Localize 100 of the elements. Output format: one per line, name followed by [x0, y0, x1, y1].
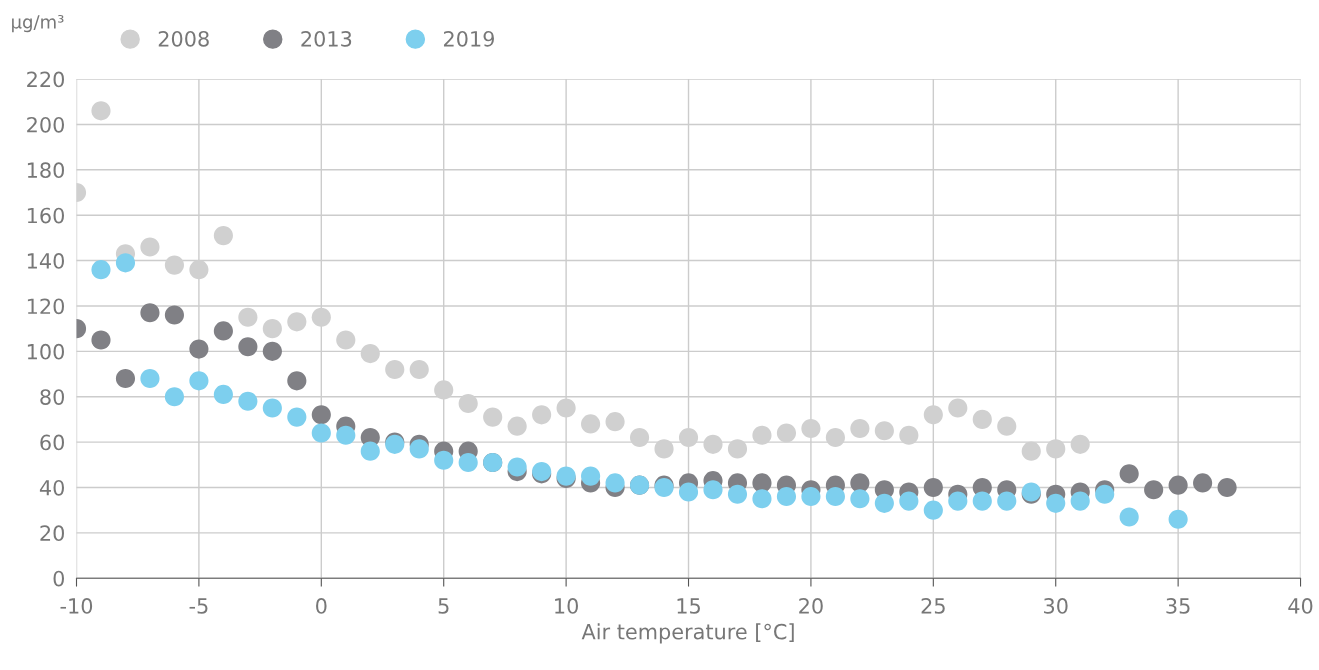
point: [1119, 464, 1139, 484]
point: [581, 414, 601, 434]
y-tick-label: 200: [27, 116, 65, 133]
x-tick-label: 35: [1166, 598, 1190, 614]
x-axis-title: Air temperature [°C]: [581, 623, 794, 644]
x-tick-label: 15: [677, 598, 700, 614]
point: [1070, 434, 1090, 454]
x-tick-label: -10: [60, 598, 93, 614]
point: [189, 339, 209, 359]
point: [972, 491, 992, 511]
x-tick-label: 30: [1044, 598, 1068, 614]
point: [336, 330, 356, 350]
point: [483, 407, 503, 427]
point: [703, 480, 723, 500]
point: [409, 439, 429, 459]
point: [287, 407, 307, 427]
point: [434, 450, 454, 470]
point: [115, 368, 136, 389]
point: [287, 371, 307, 391]
point: [238, 337, 258, 357]
point: [336, 425, 356, 445]
point: [140, 237, 160, 257]
point: [899, 491, 919, 511]
y-tick-label: 40: [39, 479, 65, 496]
point: [507, 416, 527, 436]
point: [360, 344, 380, 364]
point: [923, 405, 943, 425]
point: [213, 226, 233, 246]
y-tick-label: 140: [27, 253, 65, 269]
point: [115, 253, 136, 273]
point: [556, 398, 576, 418]
point: [164, 255, 184, 275]
point: [825, 486, 845, 507]
point: [311, 307, 331, 327]
point: [311, 405, 331, 425]
point: [287, 312, 307, 332]
point: [238, 391, 258, 411]
point: [91, 101, 111, 121]
point: [311, 423, 331, 443]
point: [238, 307, 258, 327]
point: [899, 425, 919, 445]
y-tick-label: 180: [27, 162, 65, 179]
point: [213, 321, 233, 341]
point: [1046, 439, 1066, 459]
point: [507, 457, 527, 477]
point: [776, 423, 797, 443]
x-tick-label: 40: [1288, 598, 1313, 614]
point: [1119, 507, 1139, 527]
point: [605, 473, 625, 493]
point: [629, 427, 650, 448]
point: [189, 260, 209, 280]
point: [360, 441, 380, 461]
point: [923, 477, 943, 498]
point: [727, 484, 748, 504]
y-tick-label: 120: [27, 298, 65, 315]
x-tick-label: 20: [799, 598, 823, 614]
point: [850, 473, 870, 493]
y-tick-label: 80: [40, 389, 65, 405]
x-tick-label: 25: [921, 598, 945, 614]
x-tick-label: 5: [438, 598, 449, 614]
point: [164, 387, 184, 407]
point: [1168, 509, 1188, 529]
x-tick-label: 0: [316, 598, 327, 614]
y-tick-label: 220: [27, 71, 65, 88]
point: [776, 486, 797, 507]
y-axis-title: µg/m³: [12, 15, 64, 33]
point: [801, 418, 821, 439]
point: [385, 359, 405, 380]
y-tick-label: 160: [27, 207, 65, 224]
point: [752, 425, 772, 445]
y-tick-label: 0: [53, 570, 65, 587]
point: [213, 384, 233, 404]
point: [164, 305, 184, 325]
point: [997, 491, 1017, 511]
point: [752, 489, 772, 509]
point: [948, 491, 968, 511]
point: [874, 493, 894, 513]
point: [1021, 441, 1041, 461]
point: [850, 489, 870, 509]
x-tick-label: 10: [555, 598, 578, 614]
point: [140, 303, 160, 323]
point: [1193, 473, 1213, 493]
point: [703, 434, 723, 454]
point: [678, 482, 699, 502]
point: [923, 500, 943, 520]
point: [948, 398, 968, 418]
point: [409, 359, 429, 380]
point: [1144, 480, 1164, 500]
point: [458, 452, 478, 473]
point: [825, 427, 845, 448]
point: [140, 368, 160, 389]
point: [262, 398, 282, 418]
legend-label: 2019: [443, 30, 494, 47]
point: [91, 330, 111, 350]
point: [1046, 493, 1066, 513]
point: [605, 412, 625, 432]
x-tick-label: -5: [189, 598, 208, 614]
point: [434, 380, 454, 400]
legend-label: 2013: [301, 30, 352, 47]
y-tick-label: 20: [40, 525, 65, 542]
